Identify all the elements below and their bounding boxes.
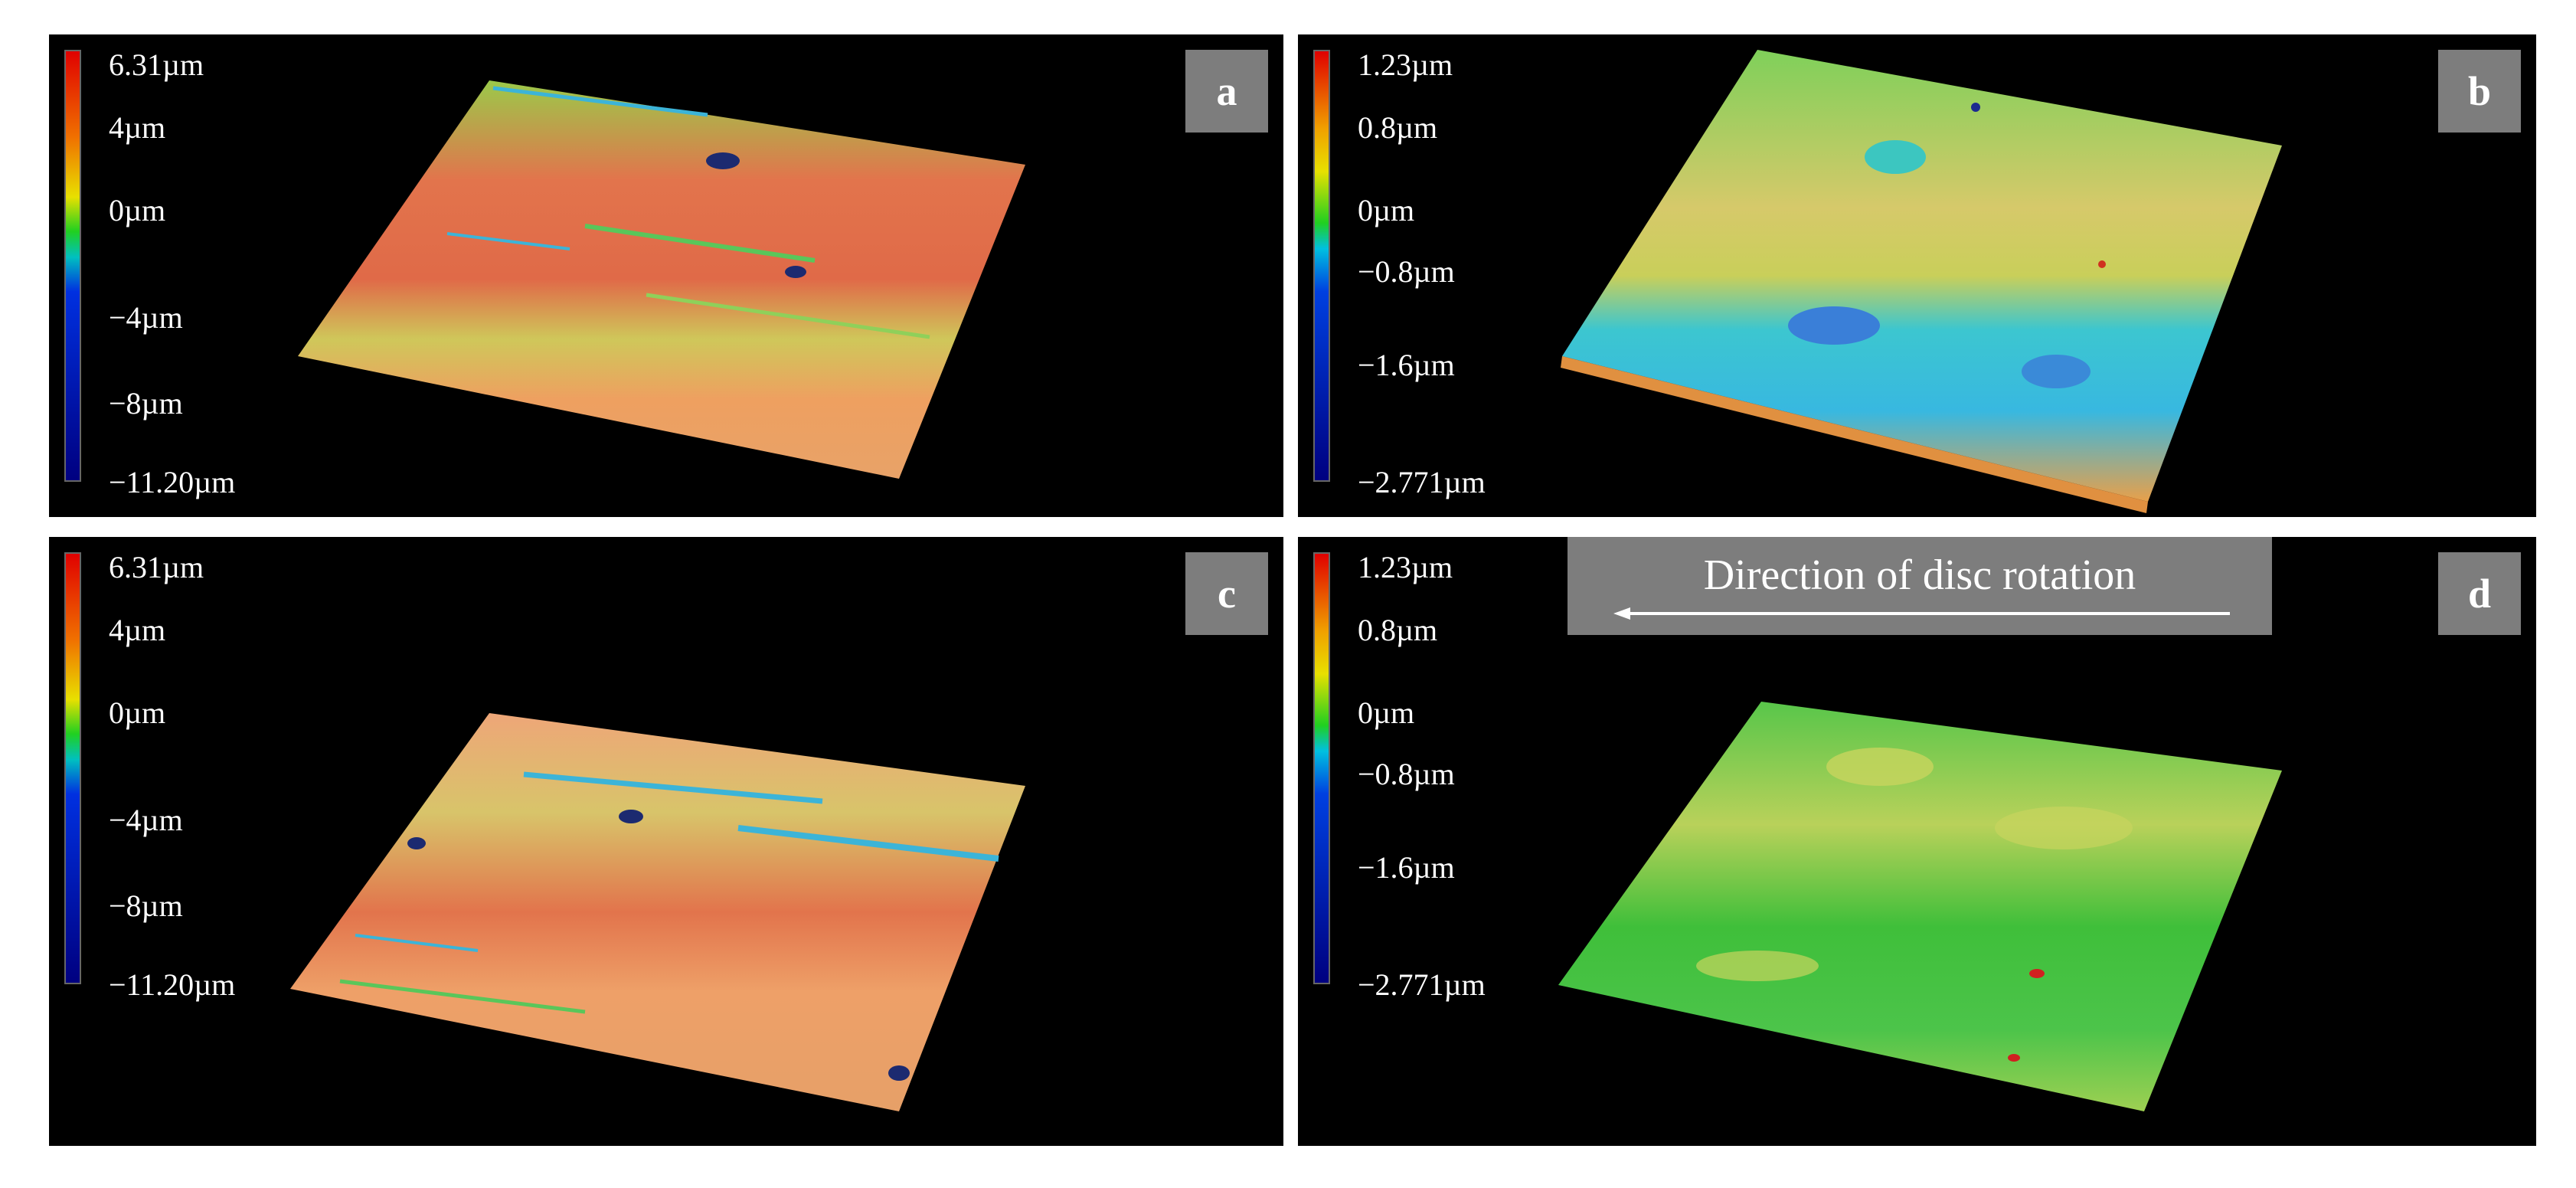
scale-tick: −0.8µm	[1358, 757, 1455, 791]
scale-tick: 0.8µm	[1358, 110, 1438, 145]
scale-tick-min: −2.771µm	[1358, 465, 1486, 499]
scale-tick-max: 1.23µm	[1358, 550, 1453, 584]
scale-tick-min: −11.20µm	[109, 465, 236, 499]
scale-tick: −0.8µm	[1358, 254, 1455, 289]
left-arrow-icon	[1613, 607, 2230, 620]
scale-tick-max: 1.23µm	[1358, 47, 1453, 82]
scale-tick: −4µm	[109, 300, 183, 335]
scale-tick-max: 6.31µm	[109, 47, 204, 82]
panel-d: 1.23µm 0.8µm 0µm −0.8µm −1.6µm −2.771µm …	[1298, 537, 2536, 1146]
scale-tick-max: 6.31µm	[109, 550, 204, 584]
height-colorbar	[1313, 552, 1330, 984]
scale-tick: −1.6µm	[1358, 348, 1455, 382]
scale-tick-zero: 0µm	[1358, 193, 1415, 227]
panel-letter: b	[2438, 50, 2521, 133]
surface-topography-3d	[298, 80, 1025, 479]
surface-topography-3d	[1558, 702, 2282, 1111]
scale-tick: 4µm	[109, 613, 166, 647]
scale-tick: −1.6µm	[1358, 850, 1455, 885]
panel-letter: d	[2438, 552, 2521, 635]
rotation-direction-callout: Direction of disc rotation	[1568, 537, 2272, 635]
height-colorbar	[1313, 50, 1330, 482]
surface-topography-3d	[1561, 50, 2282, 513]
rotation-direction-label: Direction of disc rotation	[1703, 551, 2136, 599]
scale-tick-min: −11.20µm	[109, 967, 236, 1002]
panel-letter: c	[1185, 552, 1268, 635]
panel-letter: a	[1185, 50, 1268, 133]
height-colorbar	[64, 50, 81, 482]
panel-a: 6.31µm 4µm 0µm −4µm −8µm −11.20µm a	[49, 34, 1283, 517]
surface-topography-3d	[290, 713, 1025, 1111]
panel-b: 1.23µm 0.8µm 0µm −0.8µm −1.6µm −2.771µm …	[1298, 34, 2536, 517]
scale-tick: −8µm	[109, 889, 183, 923]
scale-tick-zero: 0µm	[109, 193, 166, 227]
scale-tick-min: −2.771µm	[1358, 967, 1486, 1002]
panel-c: 6.31µm 4µm 0µm −4µm −8µm −11.20µm c	[49, 537, 1283, 1146]
scale-tick: 0.8µm	[1358, 613, 1438, 647]
scale-tick-zero: 0µm	[109, 695, 166, 730]
scale-tick: −4µm	[109, 803, 183, 837]
height-colorbar	[64, 552, 81, 984]
scale-tick-zero: 0µm	[1358, 695, 1415, 730]
scale-tick: −8µm	[109, 386, 183, 421]
scale-tick: 4µm	[109, 110, 166, 145]
